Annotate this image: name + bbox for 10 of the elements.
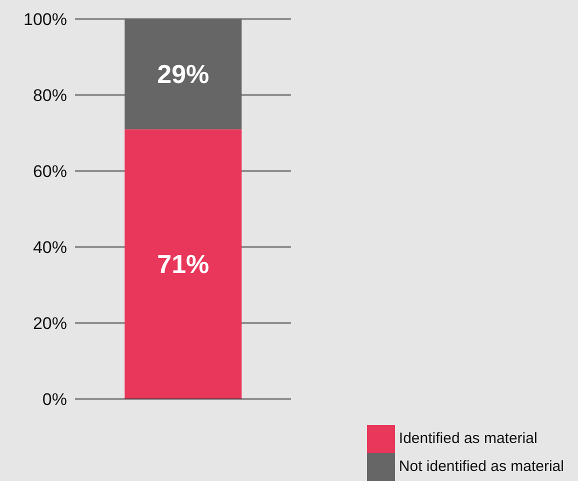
data-label: 29%	[157, 59, 210, 90]
y-tick-label: 40%	[32, 238, 67, 258]
y-tick-label: 80%	[32, 86, 67, 106]
legend-label: Not identified as material	[398, 458, 564, 475]
legend-label: Identified as material	[398, 430, 538, 447]
data-label: 71%	[157, 249, 210, 280]
y-tick-label: 100%	[24, 10, 67, 30]
y-tick-label: 0%	[42, 390, 67, 410]
y-tick-label: 20%	[32, 314, 67, 334]
y-tick-label: 60%	[32, 162, 67, 182]
